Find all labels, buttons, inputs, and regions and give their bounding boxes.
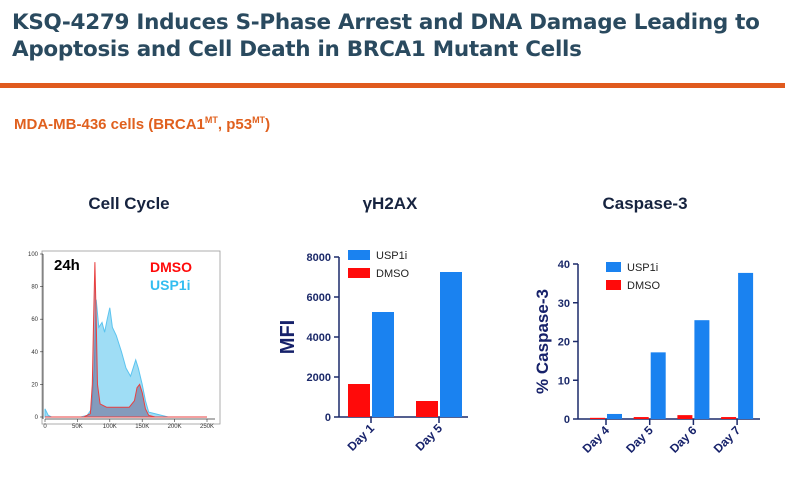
subtitle-text: MDA-MB-436 cells (BRCA1 xyxy=(14,116,205,133)
histogram-x-tick-label: 50K xyxy=(72,424,83,430)
histogram-x-tick-label: 100K xyxy=(103,424,117,430)
caspase-x-tick-label: Day 6 xyxy=(667,423,700,456)
caspase-bar-dmso xyxy=(677,415,693,419)
gh2ax-bar-dmso xyxy=(348,384,370,417)
timepoint-label: 24h xyxy=(54,257,80,274)
cell-line-subtitle: MDA-MB-436 cells (BRCA1MT, p53MT) xyxy=(14,115,270,133)
caspase-bar-dmso xyxy=(590,417,605,419)
slide-title: KSQ-4279 Induces S-Phase Arrest and DNA … xyxy=(12,9,760,63)
caspase-bar-dmso xyxy=(721,417,737,419)
gh2ax-x-tick-label: Day 1 xyxy=(345,421,378,454)
cell-cycle-title: Cell Cycle xyxy=(88,194,170,213)
histogram-y-tick-label: 40 xyxy=(31,350,38,356)
gh2ax-legend-usp1i-label: USP1i xyxy=(376,250,407,262)
gh2ax-legend-dmso-label: DMSO xyxy=(376,268,409,280)
histogram-dmso-area xyxy=(45,262,207,418)
caspase-y-tick-label: 40 xyxy=(558,259,570,271)
caspase-title: Caspase-3 xyxy=(602,194,688,213)
histogram-y-tick-label: 20 xyxy=(31,382,38,388)
gh2ax-legend-usp1i-swatch xyxy=(348,250,370,260)
caspase-bar-usp1i xyxy=(650,352,666,419)
caspase-bar-dmso xyxy=(633,417,649,419)
histogram-y-tick-label: 100 xyxy=(28,252,39,258)
legend-usp1i-label: USP1i xyxy=(150,277,190,293)
caspase-legend-usp1i-label: USP1i xyxy=(627,262,658,274)
caspase-legend-usp1i-swatch xyxy=(606,262,621,272)
caspase-x-tick-label: Day 4 xyxy=(580,423,613,456)
histogram-x-tick-label: 150K xyxy=(135,424,149,430)
caspase-bar-usp1i xyxy=(694,320,710,419)
subtitle-sup: MT xyxy=(252,115,266,125)
caspase-y-tick-label: 20 xyxy=(558,337,570,349)
caspase-x-tick-label: Day 5 xyxy=(623,423,656,456)
caspase-bar-usp1i xyxy=(607,413,622,419)
caspase-bar-usp1i xyxy=(738,272,754,419)
legend-dmso-label: DMSO xyxy=(150,259,192,275)
slide-title-line2: Apoptosis and Cell Death in BRCA1 Mutant… xyxy=(12,37,582,62)
gh2ax-x-tick-label: Day 5 xyxy=(413,421,446,454)
subtitle-text: , p53 xyxy=(217,116,253,133)
gh2ax-legend-dmso-swatch xyxy=(348,268,370,278)
gh2ax-y-tick-label: 0 xyxy=(325,412,331,424)
caspase-y-tick-label: 30 xyxy=(558,298,570,310)
title-divider xyxy=(0,83,785,88)
gh2ax-y-axis-label: MFI xyxy=(277,320,299,354)
caspase-x-tick-label: Day 7 xyxy=(711,423,744,456)
histogram-y-tick-label: 60 xyxy=(31,317,38,323)
caspase-y-tick-label: 0 xyxy=(564,414,570,426)
histogram-frame xyxy=(41,250,221,425)
histogram-usp1i-area xyxy=(44,299,207,418)
caspase-legend-dmso-label: DMSO xyxy=(627,280,660,292)
caspase-y-axis-label: % Caspase-3 xyxy=(533,289,552,394)
slide-title-line1: KSQ-4279 Induces S-Phase Arrest and DNA … xyxy=(12,10,760,35)
gh2ax-y-tick-label: 2000 xyxy=(307,372,331,384)
gh2ax-y-tick-label: 4000 xyxy=(307,332,331,344)
caspase-legend-dmso-swatch xyxy=(606,280,621,290)
gh2ax-bar-usp1i xyxy=(440,272,462,417)
gh2ax-y-tick-label: 8000 xyxy=(307,252,331,264)
histogram-x-tick-label: 0 xyxy=(43,424,47,430)
histogram-y-tick-label: 80 xyxy=(31,285,38,291)
caspase-y-tick-label: 10 xyxy=(558,375,570,387)
histogram-y-tick-label: 0 xyxy=(35,415,39,421)
subtitle-sup: MT xyxy=(204,115,218,125)
histogram-x-tick-label: 200K xyxy=(168,424,182,430)
subtitle-text: ) xyxy=(265,116,271,133)
gh2ax-title: γH2AX xyxy=(362,194,418,213)
gh2ax-y-tick-label: 6000 xyxy=(307,292,331,304)
gh2ax-bar-dmso xyxy=(416,401,438,417)
histogram-x-tick-label: 250K xyxy=(200,424,214,430)
gh2ax-bar-usp1i xyxy=(372,312,394,417)
